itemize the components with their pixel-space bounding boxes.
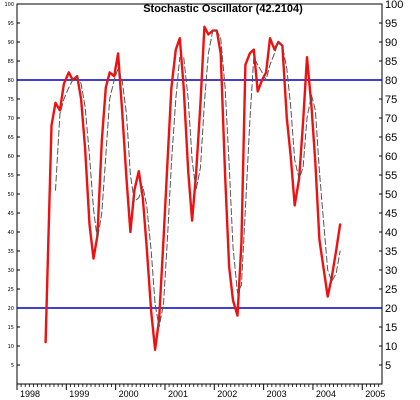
y-tick-label-left: 50	[8, 192, 14, 198]
y-tick-label-right: 75	[385, 94, 397, 106]
y-tick-label-left: 40	[8, 230, 14, 236]
y-tick-label-right: 50	[385, 189, 397, 201]
y-tick-label-right: 90	[385, 37, 397, 49]
x-tick-label: 1998	[20, 389, 40, 399]
y-tick-label-right: 10	[385, 341, 397, 353]
y-tick-label-right: 25	[385, 284, 397, 296]
series-layer	[44, 25, 342, 351]
y-tick-label-right: 15	[385, 322, 397, 334]
x-tick-label: 2000	[119, 389, 139, 399]
y-tick-label-right: 5	[385, 360, 391, 372]
x-tick-label: 1999	[69, 389, 89, 399]
y-tick-label-left: 15	[8, 325, 14, 331]
y-tick-label-right: 80	[385, 75, 397, 87]
oscillator-line	[44, 25, 342, 351]
y-tick-label-left: 10	[8, 344, 14, 350]
y-tick-label-right: 35	[385, 246, 397, 258]
y-tick-label-left: 30	[8, 268, 14, 274]
y-tick-label-left: 60	[8, 154, 14, 160]
y-tick-label-left: 5	[11, 363, 14, 369]
y-tick-label-left: 55	[8, 173, 14, 179]
x-tick-label: 2004	[316, 389, 336, 399]
y-tick-label-right: 30	[385, 265, 397, 277]
y-tick-label-left: 85	[8, 59, 14, 65]
y-tick-label-left: 35	[8, 249, 14, 255]
plot-frame	[16, 3, 383, 385]
x-tick-label: 2003	[267, 389, 287, 399]
y-tick-label-right: 20	[385, 303, 397, 315]
y-tick-label-left: 90	[8, 40, 14, 46]
y-tick-label-right: 40	[385, 227, 397, 239]
y-tick-label-left: 45	[8, 211, 14, 217]
y-tick-label-left: 80	[8, 78, 14, 84]
y-tick-label-right: 45	[385, 208, 397, 220]
y-tick-label-left: 25	[8, 287, 14, 293]
y-tick-label-left: 75	[8, 97, 14, 103]
y-tick-label-right: 65	[385, 132, 397, 144]
y-tick-label-right: 95	[385, 18, 397, 30]
y-tick-label-left: 100	[4, 2, 14, 8]
x-tick-label: 2001	[168, 389, 188, 399]
y-tick-label-right: 85	[385, 56, 397, 68]
y-tick-label-right: 100	[385, 0, 403, 11]
y-tick-label-left: 70	[8, 116, 14, 122]
y-tick-label-right: 70	[385, 113, 397, 125]
x-tick-label: 2005	[365, 389, 385, 399]
chart-title: Stochastic Oscillator (42.2104)	[143, 3, 303, 15]
y-tick-label-left: 20	[8, 306, 14, 312]
y-tick-label-left: 95	[8, 21, 14, 27]
signal-line	[55, 30, 341, 328]
y-tick-label-left: 65	[8, 135, 14, 141]
y-tick-label-right: 60	[385, 151, 397, 163]
x-tick-label: 2002	[217, 389, 237, 399]
y-tick-label-right: 55	[385, 170, 397, 182]
